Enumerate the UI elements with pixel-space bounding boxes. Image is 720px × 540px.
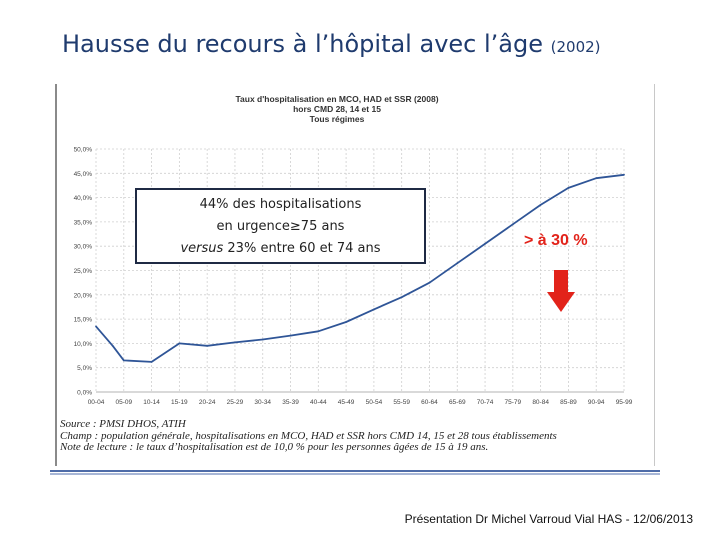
x-tick-label: 85-89 bbox=[560, 399, 577, 406]
x-tick-label: 20-24 bbox=[199, 399, 216, 406]
data-point bbox=[234, 341, 236, 344]
slide-title-main: Hausse du recours à l’hôpital avec l’âge bbox=[62, 30, 543, 58]
note-box: 44% des hospitalisations en urgence≥75 a… bbox=[135, 188, 426, 264]
source-line: Source : PMSI DHOS, ATIH bbox=[60, 418, 186, 430]
x-tick-label: 45-49 bbox=[338, 399, 355, 406]
x-tick-label: 35-39 bbox=[282, 399, 299, 406]
footer-credit: Présentation Dr Michel Varroud Vial HAS … bbox=[404, 512, 693, 526]
x-tick-label: 50-54 bbox=[366, 399, 383, 406]
x-tick-label: 55-59 bbox=[393, 399, 410, 406]
data-point bbox=[428, 281, 431, 284]
data-point bbox=[567, 186, 570, 189]
y-tick-label: 5,0% bbox=[77, 365, 92, 372]
data-point bbox=[345, 321, 348, 323]
note-line-2: en urgence≥75 ans bbox=[216, 219, 345, 234]
x-tick-label: 25-29 bbox=[227, 399, 244, 406]
y-tick-label: 35,0% bbox=[74, 219, 93, 226]
x-tick-label: 65-69 bbox=[449, 399, 466, 406]
y-tick-label: 15,0% bbox=[74, 317, 93, 324]
data-point bbox=[539, 203, 542, 206]
data-point bbox=[484, 242, 486, 245]
x-tick-label: 95-99 bbox=[616, 399, 633, 406]
x-tick-label: 80-84 bbox=[532, 399, 549, 406]
data-point bbox=[289, 334, 292, 337]
note-line-3-rest: 23% entre 60 et 74 ans bbox=[223, 241, 381, 256]
data-point bbox=[261, 338, 264, 341]
data-point bbox=[400, 296, 403, 299]
frame-right-rule bbox=[654, 84, 655, 466]
source-notes: Source : PMSI DHOS, ATIH Champ : populat… bbox=[60, 418, 660, 454]
y-tick-label: 30,0% bbox=[74, 244, 93, 251]
x-tick-label: 10-14 bbox=[143, 399, 160, 406]
reading-note-line: Note de lecture : le taux d’hospitalisat… bbox=[60, 441, 489, 453]
x-tick-label: 40-44 bbox=[310, 399, 327, 406]
data-point bbox=[372, 308, 375, 311]
data-point bbox=[456, 262, 459, 265]
down-arrow-icon bbox=[547, 270, 575, 312]
x-tick-label: 05-09 bbox=[115, 399, 132, 406]
y-tick-label: 10,0% bbox=[74, 341, 93, 348]
x-tick-label: 60-64 bbox=[421, 399, 438, 406]
footer-divider bbox=[50, 470, 660, 475]
data-point bbox=[206, 344, 209, 347]
chart-subtitle-2: Tous régimes bbox=[309, 114, 365, 124]
x-tick-label: 70-74 bbox=[477, 399, 494, 406]
x-tick-label: 15-19 bbox=[171, 399, 188, 406]
note-line-1: 44% des hospitalisations bbox=[199, 197, 362, 212]
chart-frame: 0,0% 5,0% 10,0% 15,0% 20,0% 25,0% 30,0% 35,0% 40… bbox=[52, 78, 655, 468]
data-point bbox=[122, 359, 125, 362]
y-tick-label: 0,0% bbox=[77, 390, 92, 397]
scope-line: Champ : population générale, hospitalisa… bbox=[60, 429, 557, 442]
chart-subtitle-1: hors CMD 28, 14 et 15 bbox=[293, 104, 381, 114]
data-point bbox=[623, 173, 625, 176]
y-tick-label: 40,0% bbox=[74, 195, 93, 202]
y-tick-label: 45,0% bbox=[74, 171, 93, 178]
x-tick-label: 00-04 bbox=[88, 399, 105, 406]
frame-left-rule bbox=[55, 84, 57, 466]
y-tick-label: 25,0% bbox=[74, 268, 93, 275]
data-point bbox=[111, 344, 114, 347]
x-tick-label: 90-94 bbox=[588, 399, 605, 406]
data-point bbox=[178, 342, 181, 345]
data-point bbox=[317, 330, 320, 333]
slide-title-year: (2002) bbox=[550, 38, 601, 56]
data-point bbox=[95, 325, 97, 328]
chart-heading: Taux d'hospitalisation en MCO, HAD et SS… bbox=[232, 94, 442, 124]
data-point bbox=[511, 223, 514, 226]
note-line-3: versus 23% entre 60 et 74 ans bbox=[137, 238, 424, 260]
y-tick-label: 50,0% bbox=[74, 147, 93, 154]
data-point bbox=[595, 177, 598, 180]
x-tick-label: 30-34 bbox=[254, 399, 271, 406]
data-point bbox=[150, 360, 153, 363]
y-tick-label: 20,0% bbox=[74, 292, 93, 299]
callout-text: > à 30 % bbox=[524, 232, 588, 249]
note-versus: versus bbox=[180, 241, 224, 256]
x-tick-label: 75-79 bbox=[505, 399, 522, 406]
slide-title: Hausse du recours à l’hôpital avec l’âge… bbox=[62, 30, 601, 58]
chart-title: Taux d'hospitalisation en MCO, HAD et SS… bbox=[235, 94, 439, 104]
